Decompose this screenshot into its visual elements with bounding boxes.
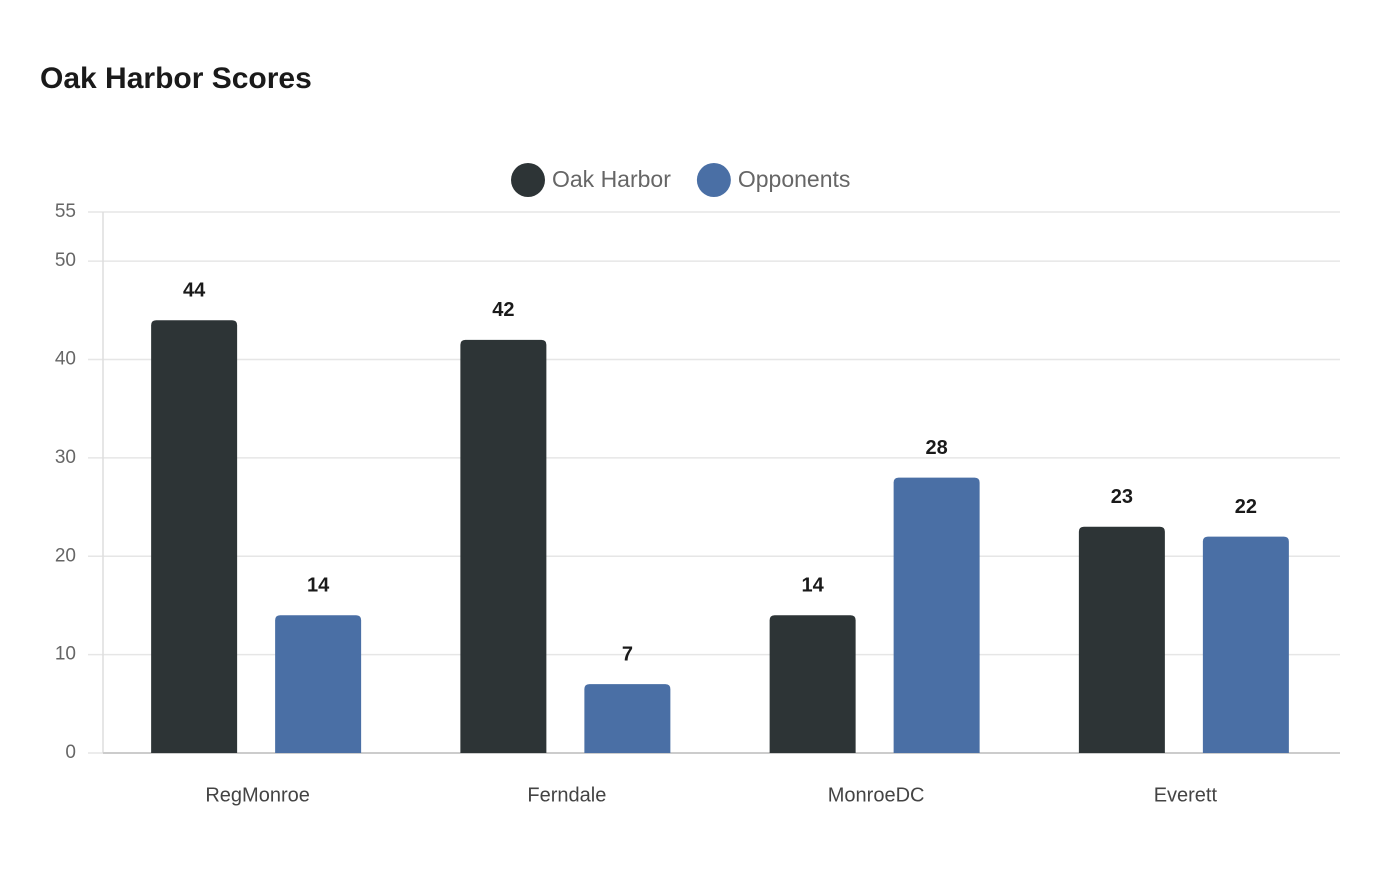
legend-marker [511, 163, 545, 197]
chart-title: Oak Harbor Scores [40, 62, 312, 95]
y-tick-label: 20 [55, 545, 76, 566]
legend-marker [696, 163, 731, 197]
x-tick-label: MonroeDC [828, 784, 925, 806]
value-label: 42 [492, 299, 514, 321]
value-label: 22 [1235, 496, 1257, 518]
value-label: 44 [183, 279, 206, 301]
value-label: 14 [802, 575, 825, 597]
bar [893, 477, 980, 753]
bar [584, 684, 671, 753]
bar [1078, 526, 1165, 753]
bar [275, 615, 362, 753]
bar [151, 320, 238, 753]
y-tick-label: 0 [65, 742, 76, 763]
value-label: 23 [1111, 486, 1133, 508]
y-tick-label: 40 [55, 349, 76, 370]
value-label: 14 [307, 575, 330, 597]
legend-label: Opponents [738, 166, 851, 192]
x-tick-label: Ferndale [527, 784, 606, 806]
bar [460, 339, 547, 753]
x-tick-label: Everett [1154, 784, 1218, 806]
bar [1202, 536, 1289, 753]
value-label: 7 [622, 643, 633, 665]
y-tick-label: 55 [55, 201, 76, 222]
y-tick-label: 50 [55, 250, 76, 271]
bar [769, 615, 856, 753]
y-tick-label: 10 [55, 644, 76, 665]
value-label: 28 [926, 437, 948, 459]
legend-label: Oak Harbor [552, 166, 671, 192]
x-tick-label: RegMonroe [205, 784, 310, 806]
y-tick-label: 30 [55, 447, 76, 468]
